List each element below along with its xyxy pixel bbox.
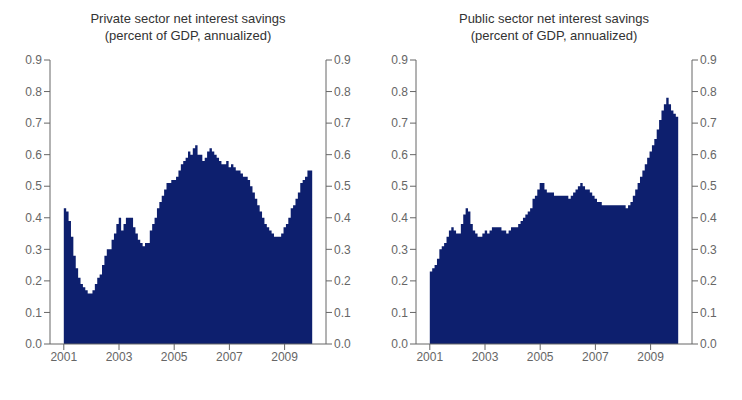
svg-text:0.7: 0.7 — [700, 116, 717, 130]
svg-text:0.8: 0.8 — [25, 85, 42, 99]
html-text:(percent of GDP, annualized): (percent of GDP, annualized) — [104, 28, 272, 43]
svg-text:0.1: 0.1 — [391, 306, 408, 320]
svg-text:2009: 2009 — [637, 350, 664, 364]
svg-text:0.7: 0.7 — [25, 116, 42, 130]
html-text:Private sector net interest sa: Private sector net interest savings — [90, 11, 286, 26]
svg-text:2003: 2003 — [472, 350, 499, 364]
svg-text:0.4: 0.4 — [25, 211, 42, 225]
svg-text:2005: 2005 — [161, 350, 188, 364]
svg-text:0.3: 0.3 — [25, 243, 42, 257]
svg-text:0.2: 0.2 — [700, 274, 717, 288]
svg-text:2009: 2009 — [271, 350, 298, 364]
svg-text:0.8: 0.8 — [700, 85, 717, 99]
svg-text:0.8: 0.8 — [334, 85, 351, 99]
svg-text:0.1: 0.1 — [334, 306, 351, 320]
svg-text:0.9: 0.9 — [334, 53, 351, 67]
svg-text:0.0: 0.0 — [25, 337, 42, 351]
svg-text:0.8: 0.8 — [391, 85, 408, 99]
svg-text:0.6: 0.6 — [391, 148, 408, 162]
svg-text:0.5: 0.5 — [700, 179, 717, 193]
svg-text:0.6: 0.6 — [25, 148, 42, 162]
svg-text:0.9: 0.9 — [25, 53, 42, 67]
svg-text:0.1: 0.1 — [25, 306, 42, 320]
svg-text:0.5: 0.5 — [25, 179, 42, 193]
svg-text:0.0: 0.0 — [391, 337, 408, 351]
svg-text:0.5: 0.5 — [334, 179, 351, 193]
svg-text:0.4: 0.4 — [700, 211, 717, 225]
svg-text:0.6: 0.6 — [700, 148, 717, 162]
svg-text:0.2: 0.2 — [391, 274, 408, 288]
svg-text:0.0: 0.0 — [334, 337, 351, 351]
svg-text:0.6: 0.6 — [334, 148, 351, 162]
svg-text:0.2: 0.2 — [334, 274, 351, 288]
svg-text:0.3: 0.3 — [391, 243, 408, 257]
svg-text:0.7: 0.7 — [391, 116, 408, 130]
svg-text:2003: 2003 — [106, 350, 133, 364]
html-text:(percent of GDP, annualized): (percent of GDP, annualized) — [470, 28, 638, 43]
svg-text:0.1: 0.1 — [700, 306, 717, 320]
svg-text:2001: 2001 — [416, 350, 443, 364]
svg-text:0.0: 0.0 — [700, 337, 717, 351]
svg-text:0.5: 0.5 — [391, 179, 408, 193]
svg-text:2007: 2007 — [216, 350, 243, 364]
svg-text:0.9: 0.9 — [700, 53, 717, 67]
html-text:Public sector net interest sav: Public sector net interest savings — [459, 11, 649, 26]
svg-text:0.3: 0.3 — [700, 243, 717, 257]
svg-text:2005: 2005 — [527, 350, 554, 364]
svg-text:2007: 2007 — [582, 350, 609, 364]
svg-text:0.9: 0.9 — [391, 53, 408, 67]
svg-text:0.3: 0.3 — [334, 243, 351, 257]
svg-text:0.7: 0.7 — [334, 116, 351, 130]
svg-text:0.4: 0.4 — [391, 211, 408, 225]
svg-text:0.2: 0.2 — [25, 274, 42, 288]
svg-text:0.4: 0.4 — [334, 211, 351, 225]
svg-text:2001: 2001 — [50, 350, 77, 364]
